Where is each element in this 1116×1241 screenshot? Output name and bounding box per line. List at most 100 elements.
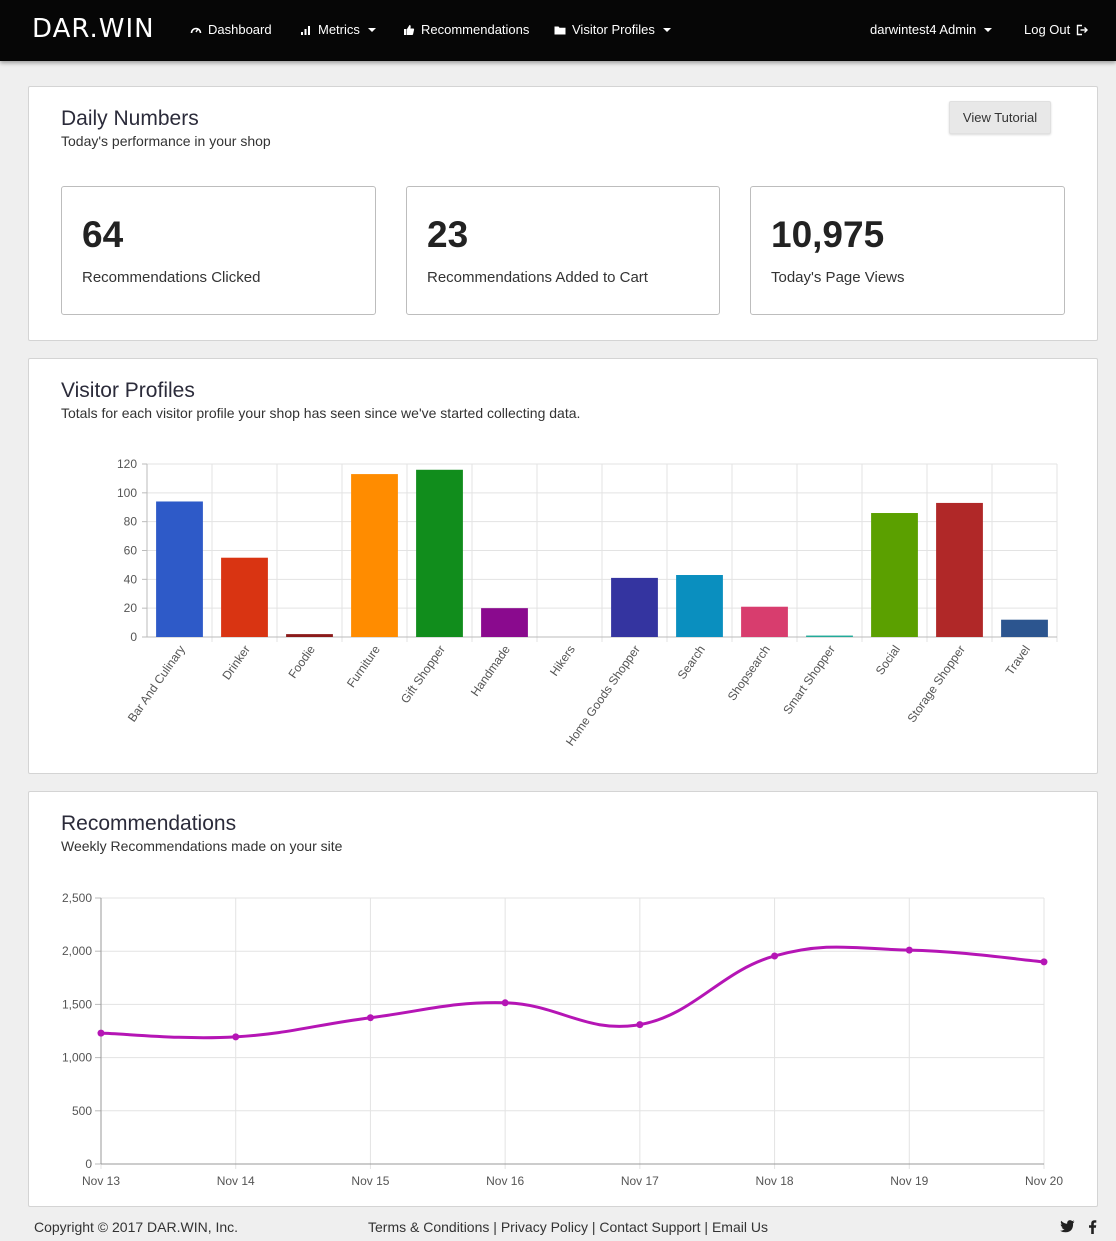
facebook-icon[interactable] (1088, 1220, 1097, 1234)
user-menu-label: darwintest4 Admin (870, 22, 977, 37)
chevron-down-icon (662, 27, 671, 32)
stat-card-clicked: 64 Recommendations Clicked (61, 186, 376, 315)
nav-dashboard-label: Dashboard (208, 22, 272, 37)
bar (351, 474, 398, 637)
x-tick-label: Nov 13 (82, 1174, 120, 1188)
x-tick-label: Search (675, 643, 708, 682)
data-point (366, 1014, 374, 1022)
x-tick-label: Social (873, 643, 903, 678)
x-tick-label: Storage Shopper (904, 643, 968, 725)
data-point (636, 1021, 644, 1029)
x-tick-label: Home Goods Shopper (563, 643, 643, 749)
nav-metrics[interactable]: Metrics (300, 22, 376, 37)
bar (156, 501, 203, 637)
contact-support-link[interactable]: Contact Support (599, 1219, 701, 1235)
bar (611, 577, 658, 637)
top-navbar: DAR.WIN Dashboard Metrics Recommendation… (0, 0, 1116, 61)
x-tick-label: Shopsearch (725, 643, 773, 703)
x-tick-label: Bar And Culinary (125, 643, 188, 725)
x-tick-label: Drinker (219, 643, 253, 683)
data-point (232, 1033, 240, 1041)
y-tick-label: 1,000 (62, 1051, 92, 1065)
stat-value: 64 (82, 214, 124, 255)
y-tick-label: 2,000 (62, 944, 92, 958)
chevron-down-icon (367, 27, 376, 32)
y-tick-label: 80 (124, 515, 138, 529)
nav-visitor-profiles-label: Visitor Profiles (572, 22, 655, 37)
y-tick-label: 0 (85, 1157, 92, 1171)
x-tick-label: Nov 14 (217, 1174, 255, 1188)
bar (1001, 619, 1048, 637)
email-us-link[interactable]: Email Us (711, 1219, 768, 1235)
x-tick-label: Nov 17 (621, 1174, 659, 1188)
data-point (1040, 958, 1048, 966)
bar (936, 502, 983, 637)
stat-label: Recommendations Clicked (82, 269, 261, 286)
visitor-profiles-title: Visitor Profiles (61, 379, 195, 402)
daily-numbers-panel: Daily Numbers Today's performance in you… (28, 86, 1098, 341)
visitor-profiles-bar-chart: 0 20 40 60 80 100 120 Bar And Culinary Drinker Fo… (117, 457, 1058, 749)
x-tick-label: Gift Shopper (398, 643, 448, 706)
nav-recommendations[interactable]: Recommendations (403, 22, 529, 37)
nav-recommendations-label: Recommendations (421, 22, 530, 37)
daily-numbers-subtitle: Today's performance in your shop (61, 133, 271, 149)
logout-link[interactable]: Log Out (1024, 22, 1089, 37)
terms-link[interactable]: Terms & Conditions (368, 1219, 490, 1235)
x-tick-label: Handmade (468, 642, 513, 698)
x-tick-label: Hikers (547, 643, 578, 679)
brand-logo[interactable]: DAR.WIN (32, 14, 155, 44)
bar (741, 606, 788, 637)
x-tick-label: Nov 18 (756, 1174, 794, 1188)
y-tick-label: 500 (72, 1104, 92, 1118)
y-tick-label: 40 (124, 572, 138, 586)
twitter-icon[interactable] (1060, 1220, 1075, 1233)
nav-metrics-label: Metrics (318, 22, 360, 37)
bar (221, 557, 268, 637)
bar (416, 469, 463, 637)
x-tick-label: Nov 20 (1025, 1174, 1063, 1188)
recommendations-line-chart: 0 500 1,000 1,500 2,000 2,500 Nov 13 Nov 14 Nov … (62, 891, 1063, 1188)
bar-chart-icon (301, 25, 310, 35)
logout-label: Log Out (1024, 22, 1071, 37)
y-tick-label: 20 (124, 601, 138, 615)
stat-value: 10,975 (771, 214, 885, 255)
stat-card-added-to-cart: 23 Recommendations Added to Cart (406, 186, 720, 315)
link-separator: | (489, 1219, 501, 1235)
nav-visitor-profiles[interactable]: Visitor Profiles (554, 22, 671, 37)
stat-value: 23 (427, 214, 469, 255)
speedometer-icon (190, 27, 202, 33)
sign-out-icon (1077, 24, 1089, 35)
footer-links: Terms & Conditions | Privacy Policy | Co… (368, 1219, 768, 1235)
folder-icon (554, 26, 566, 34)
y-tick-label: 1,500 (62, 997, 92, 1011)
link-separator: | (587, 1219, 600, 1235)
nav-dashboard[interactable]: Dashboard (190, 22, 272, 37)
visitor-profiles-panel: Visitor Profiles Totals for each visitor… (28, 358, 1098, 774)
visitor-profiles-subtitle: Totals for each visitor profile your sho… (61, 405, 581, 421)
stat-label: Today's Page Views (771, 269, 905, 286)
y-tick-label: 100 (117, 486, 137, 500)
stat-card-page-views: 10,975 Today's Page Views (750, 186, 1065, 315)
bar (676, 575, 723, 637)
recommendations-panel: Recommendations Weekly Recommendations m… (28, 791, 1098, 1207)
recommendations-subtitle: Weekly Recommendations made on your site (61, 838, 343, 854)
x-tick-label: Nov 19 (890, 1174, 928, 1188)
copyright-text: Copyright © 2017 DAR.WIN, Inc. (34, 1219, 239, 1235)
stat-label: Recommendations Added to Cart (427, 269, 648, 286)
recommendations-title: Recommendations (61, 812, 237, 835)
y-tick-label: 120 (117, 457, 137, 471)
x-tick-label: Travel (1003, 643, 1033, 678)
x-tick-label: Foodie (285, 642, 318, 680)
x-tick-label: Furniture (344, 642, 383, 690)
y-tick-label: 2,500 (62, 891, 92, 905)
x-tick-label: Nov 15 (351, 1174, 389, 1188)
series-line (100, 945, 1045, 1040)
bar (871, 513, 918, 637)
y-tick-label: 60 (124, 544, 138, 558)
privacy-link[interactable]: Privacy Policy (500, 1219, 588, 1235)
link-separator: | (700, 1219, 712, 1235)
view-tutorial-button[interactable]: View Tutorial (949, 101, 1051, 134)
y-tick-label: 0 (130, 630, 137, 644)
x-tick-label: Smart Shopper (780, 643, 838, 717)
user-menu[interactable]: darwintest4 Admin (870, 22, 993, 37)
